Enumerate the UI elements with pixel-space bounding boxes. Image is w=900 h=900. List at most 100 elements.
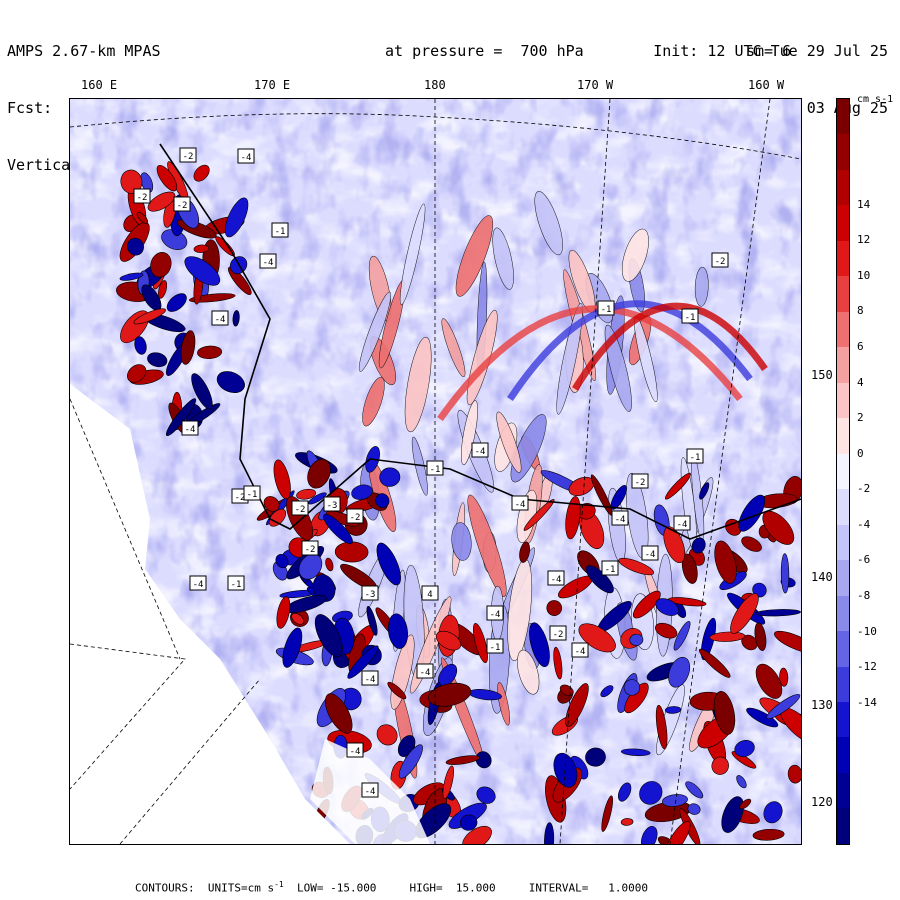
station-label: -4	[490, 610, 501, 620]
velocity-core	[709, 631, 746, 642]
colorbar-cell	[837, 666, 849, 702]
velocity-core	[546, 600, 563, 616]
velocity-core	[623, 679, 641, 696]
colorbar-tick-label: 0	[857, 446, 864, 460]
colorbar-cell	[837, 240, 849, 277]
velocity-core	[387, 681, 407, 700]
station-label: -1	[601, 305, 612, 315]
wave-band	[437, 305, 743, 422]
station-marker: -2	[549, 625, 567, 641]
station-marker: -1	[686, 448, 704, 464]
station-label: -1	[275, 227, 286, 237]
velocity-core	[752, 828, 785, 841]
station-box	[346, 742, 364, 758]
velocity-core	[273, 459, 291, 500]
velocity-core	[519, 541, 530, 563]
station-box	[237, 148, 255, 164]
station-box	[641, 545, 659, 561]
velocity-core	[685, 781, 704, 799]
velocity-streak	[451, 522, 472, 561]
station-box	[211, 310, 229, 326]
velocity-core	[600, 685, 614, 698]
colorbar-tick-label: 10	[857, 268, 871, 282]
station-box	[361, 670, 379, 686]
velocity-core	[787, 764, 801, 784]
station-marker: -4	[486, 605, 504, 621]
velocity-streak	[534, 191, 563, 256]
station-marker: -2	[301, 540, 319, 556]
station-marker: -4	[361, 670, 379, 686]
wave-band	[572, 302, 768, 391]
velocity-core	[755, 609, 801, 617]
contour-interval: INTERVAL= 1.0000	[495, 881, 648, 895]
velocity-core	[662, 794, 688, 807]
pressure-level: at pressure = 700 hPa	[385, 42, 584, 60]
velocity-core	[150, 252, 172, 278]
station-label: -1	[690, 453, 701, 463]
station-marker: -4	[611, 510, 629, 526]
velocity-core	[763, 801, 783, 824]
velocity-core	[657, 836, 676, 844]
station-box	[547, 570, 565, 586]
velocity-core	[307, 458, 331, 489]
velocity-streak	[467, 494, 507, 597]
velocity-core	[738, 494, 766, 532]
velocity-core	[473, 622, 488, 664]
station-marker: -2	[631, 473, 649, 489]
velocity-core	[347, 645, 379, 679]
station-marker: -2	[346, 508, 364, 524]
lon-label-160e: 160 E	[81, 78, 118, 92]
colorbar-cell	[837, 311, 849, 348]
velocity-core	[714, 540, 737, 584]
velocity-core	[736, 775, 747, 789]
station-label: -1	[247, 490, 258, 500]
station-marker: -4	[416, 663, 434, 679]
velocity-core	[699, 482, 710, 500]
station-marker: -3	[361, 585, 379, 601]
velocity-core	[127, 237, 144, 256]
velocity-core	[779, 667, 789, 687]
velocity-core	[216, 371, 245, 394]
velocity-core	[746, 707, 779, 728]
velocity-core	[673, 620, 691, 651]
velocity-core	[663, 526, 686, 564]
station-box	[179, 147, 197, 163]
velocity-core	[180, 330, 196, 365]
station-marker: -4	[571, 642, 589, 658]
velocity-streak	[492, 227, 514, 290]
velocity-core	[193, 164, 210, 182]
station-label: -4	[475, 447, 486, 457]
station-label: -4	[365, 787, 376, 797]
velocity-core	[620, 748, 651, 756]
velocity-core	[188, 293, 236, 303]
velocity-streak	[399, 203, 426, 305]
velocity-streak	[621, 228, 649, 282]
colorbar-tick-label: -4	[857, 517, 871, 531]
contour-low: LOW= -15.000	[283, 881, 377, 895]
station-label: -2	[177, 201, 188, 211]
velocity-streak	[604, 324, 632, 412]
station-box	[323, 496, 341, 512]
velocity-core	[741, 536, 762, 552]
station-label: -2	[183, 152, 194, 162]
contour-info: CONTOURS: UNITS=cm s-1 LOW= -15.000 HIGH…	[135, 880, 648, 895]
station-box	[426, 460, 444, 476]
velocity-core	[668, 656, 691, 688]
station-label: -2	[295, 505, 306, 515]
velocity-core	[713, 691, 736, 735]
velocity-core	[268, 508, 287, 527]
station-label: -3	[365, 590, 376, 600]
velocity-core	[721, 796, 744, 833]
velocity-core	[620, 818, 634, 826]
velocity-streak	[496, 411, 522, 473]
velocity-core	[127, 364, 147, 383]
station-label: -2	[350, 513, 361, 523]
station-marker: 4	[421, 585, 439, 601]
velocity-core	[691, 537, 706, 554]
station-box	[686, 448, 704, 464]
velocity-core	[639, 781, 663, 805]
station-marker: -4	[641, 545, 659, 561]
station-box	[346, 508, 364, 524]
velocity-core	[193, 244, 209, 253]
velocity-core	[351, 484, 373, 500]
